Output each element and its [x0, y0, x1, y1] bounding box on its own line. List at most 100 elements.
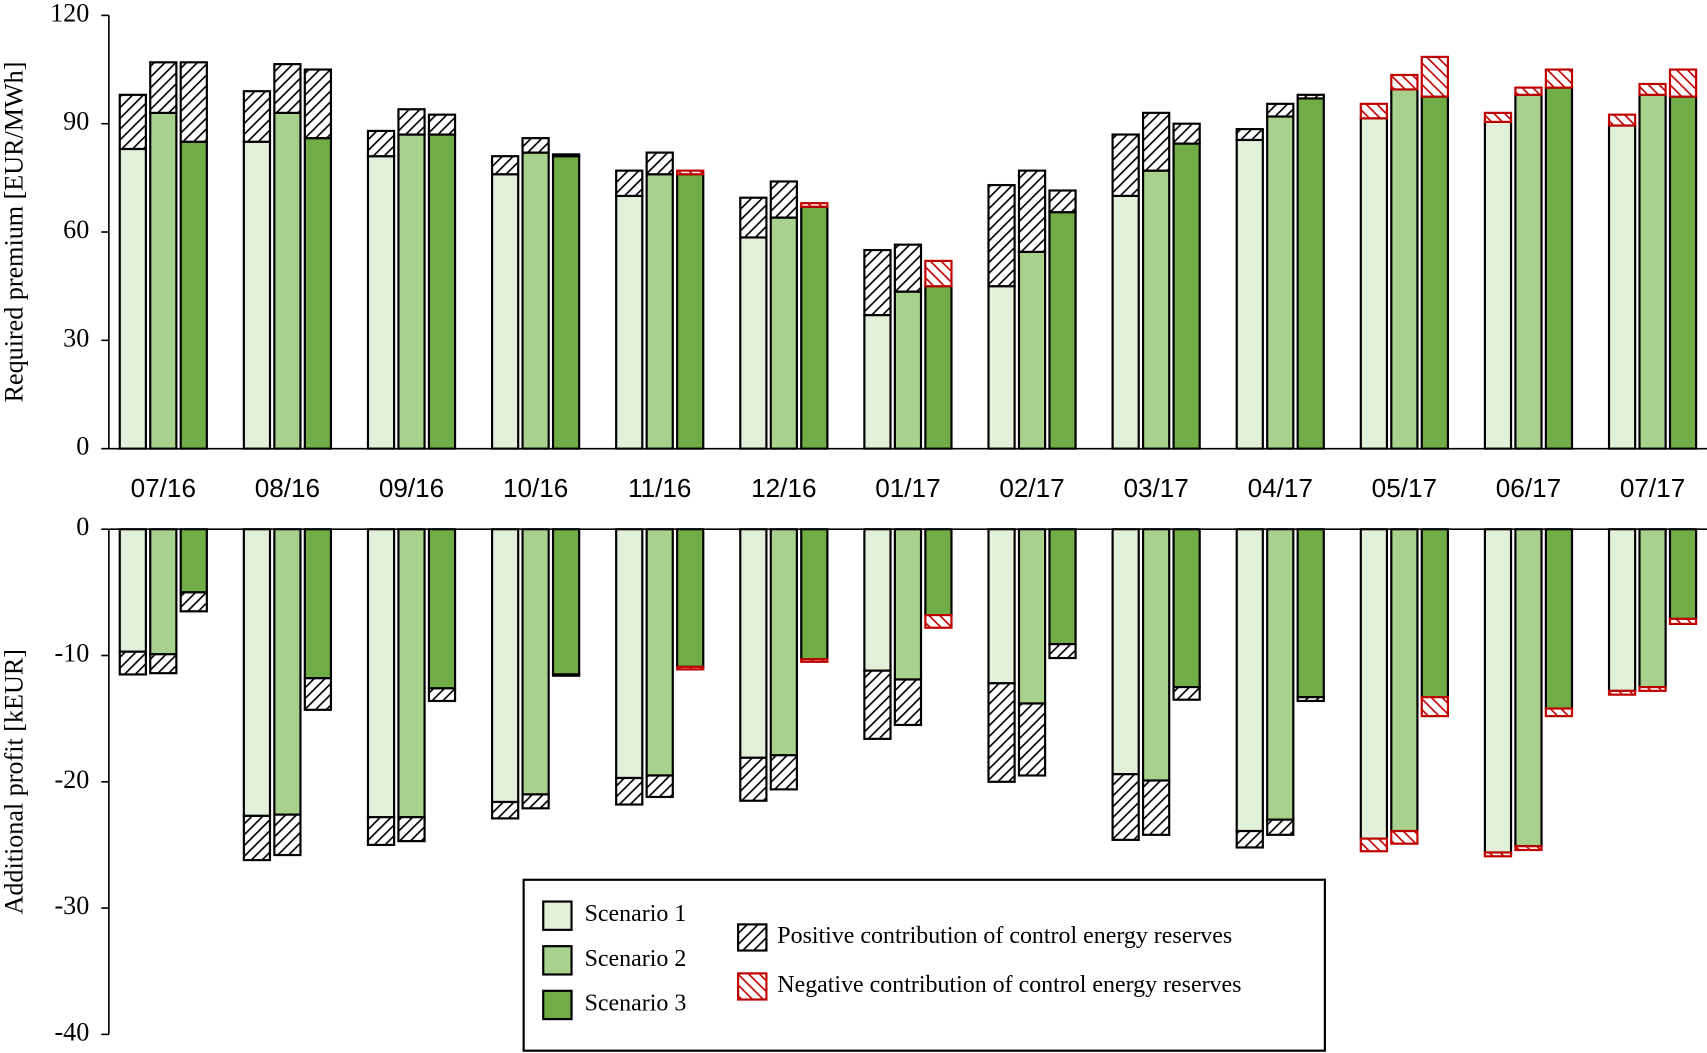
bar: [1420, 528, 1449, 699]
bar: [676, 528, 705, 668]
bar: [987, 285, 1016, 450]
positive-contribution: [1141, 111, 1171, 172]
negative-contribution: [1638, 82, 1667, 96]
positive-contribution: [987, 682, 1016, 783]
y-tick-label: -30: [54, 891, 89, 920]
positive-contribution: [1266, 102, 1295, 118]
bar: [1235, 138, 1264, 450]
bar: [1483, 528, 1513, 854]
positive-contribution: [863, 248, 892, 317]
bar: [366, 528, 396, 819]
bar: [1048, 528, 1077, 646]
x-tick-label: 07/16: [131, 473, 196, 503]
positive-contribution: [149, 61, 178, 114]
x-tick-label: 07/17: [1620, 473, 1685, 503]
bar: [1514, 528, 1543, 848]
y-tick-label: -40: [54, 1017, 89, 1046]
legend-swatch: [542, 945, 573, 976]
positive-contribution: [863, 669, 892, 740]
positive-contribution: [615, 169, 644, 198]
x-tick-label: 11/16: [628, 473, 691, 503]
legend-swatch: [737, 972, 768, 1001]
legend-label: Negative contribution of control energy …: [777, 972, 1241, 998]
positive-contribution: [1048, 189, 1077, 214]
bar: [242, 140, 272, 450]
bar: [1359, 117, 1389, 450]
bar: [1390, 528, 1419, 833]
positive-contribution: [1296, 696, 1325, 703]
positive-contribution: [1141, 779, 1171, 836]
bar: [1607, 124, 1637, 450]
positive-contribution: [615, 776, 644, 806]
bar: [1359, 528, 1389, 840]
bar: [924, 528, 953, 617]
bar: [800, 205, 829, 450]
bar: [149, 528, 178, 656]
bar: [551, 155, 581, 450]
bar: [303, 137, 333, 450]
legend-label: Scenario 1: [585, 901, 687, 927]
negative-contribution: [1390, 829, 1419, 845]
bar: [1544, 86, 1574, 450]
bar: [615, 194, 644, 450]
positive-contribution: [739, 756, 768, 802]
bar: [1141, 169, 1171, 450]
bar: [893, 528, 923, 681]
negative-contribution: [1514, 86, 1543, 96]
positive-contribution: [1235, 128, 1264, 142]
y-tick-label: 30: [63, 323, 89, 352]
negative-contribution: [1514, 845, 1543, 852]
bar: [427, 133, 457, 450]
x-tick-label: 09/16: [379, 473, 444, 503]
negative-contribution: [924, 259, 953, 288]
x-tick-label: 10/16: [503, 473, 568, 503]
negative-contribution: [1668, 617, 1698, 626]
positive-contribution: [490, 155, 520, 176]
positive-contribution: [1048, 643, 1077, 660]
bar: [118, 147, 147, 450]
bar: [490, 528, 520, 804]
positive-contribution: [490, 800, 520, 820]
bar: [242, 528, 272, 817]
legend-swatch: [542, 989, 573, 1021]
positive-contribution: [242, 814, 272, 862]
positive-contribution: [303, 677, 333, 711]
legend-label: Scenario 3: [585, 990, 687, 1016]
negative-contribution: [1668, 68, 1698, 98]
positive-contribution: [427, 687, 457, 703]
bar: [1296, 528, 1325, 699]
negative-contribution: [1638, 685, 1667, 692]
negative-contribution: [924, 614, 953, 629]
bar: [1483, 120, 1513, 450]
bar: [303, 528, 333, 680]
negative-contribution: [1483, 851, 1513, 858]
bar: [273, 528, 302, 816]
positive-contribution: [1235, 829, 1264, 849]
y-tick-label: 0: [76, 512, 89, 541]
bar: [1172, 142, 1201, 450]
bar: [739, 528, 768, 759]
bar: [179, 140, 208, 450]
y-tick-label: 0: [76, 432, 89, 461]
bar: [1296, 97, 1325, 450]
positive-contribution: [273, 63, 302, 114]
positive-contribution: [1266, 818, 1295, 836]
positive-contribution: [427, 113, 457, 136]
bar: [273, 111, 302, 450]
negative-contribution: [676, 169, 705, 176]
bar: [863, 313, 892, 450]
positive-contribution: [645, 151, 674, 176]
x-tick-label: 06/17: [1496, 473, 1561, 503]
negative-contribution: [676, 665, 705, 671]
positive-contribution: [118, 650, 147, 676]
bar: [1235, 528, 1264, 833]
positive-contribution: [1111, 773, 1140, 841]
bar: [397, 528, 426, 819]
y-axis-title: Additional profit [kEUR]: [0, 649, 28, 914]
positive-contribution: [1172, 122, 1201, 145]
bar: [397, 133, 426, 450]
positive-contribution: [303, 68, 333, 140]
bar: [1017, 528, 1047, 705]
positive-contribution: [893, 243, 923, 293]
positive-contribution: [739, 196, 768, 239]
